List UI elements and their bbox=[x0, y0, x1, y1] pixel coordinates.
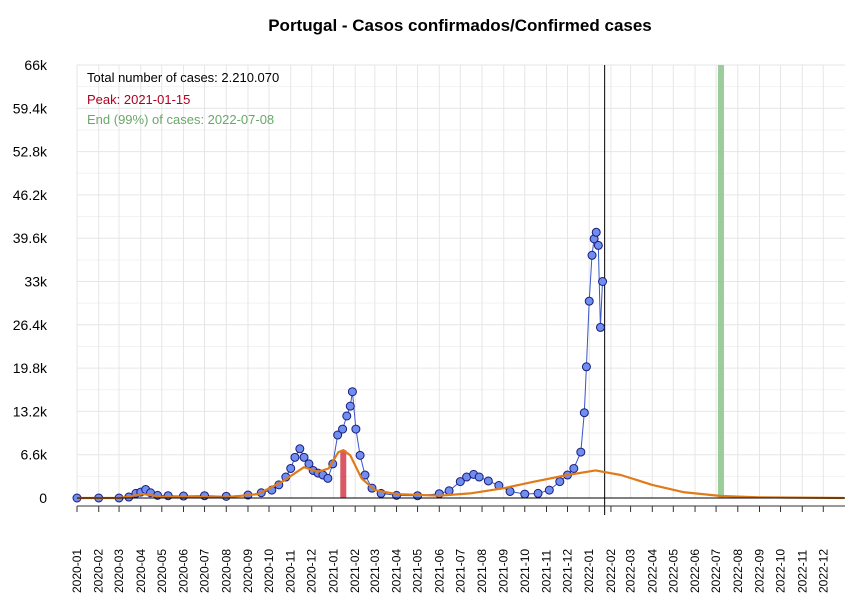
x-tick-label: 2022-10 bbox=[774, 549, 788, 593]
y-tick-label: 33k bbox=[24, 274, 48, 290]
end-marker bbox=[717, 65, 724, 498]
observed-point bbox=[555, 477, 565, 487]
observed-point bbox=[544, 485, 554, 495]
observed-point bbox=[333, 430, 343, 440]
x-tick-label: 2021-09 bbox=[497, 549, 511, 593]
observed-point bbox=[295, 444, 305, 454]
x-tick-label: 2020-12 bbox=[305, 549, 319, 593]
x-tick-label: 2022-03 bbox=[624, 549, 638, 593]
x-tick-label: 2022-11 bbox=[795, 550, 809, 593]
observed-point bbox=[200, 491, 210, 501]
observed-point bbox=[579, 408, 589, 418]
observed-point bbox=[576, 447, 586, 457]
observed-point bbox=[587, 250, 597, 260]
observed-point bbox=[345, 401, 355, 411]
x-tick-label: 2022-07 bbox=[709, 549, 723, 593]
y-tick-label: 39.6k bbox=[13, 230, 48, 246]
x-tick-label: 2022-05 bbox=[666, 549, 680, 593]
x-tick-label: 2021-10 bbox=[518, 549, 532, 593]
x-tick-label: 2020-11 bbox=[284, 550, 298, 593]
observed-point bbox=[598, 277, 608, 286]
x-tick-label: 2021-04 bbox=[390, 549, 404, 593]
series bbox=[72, 227, 845, 503]
fit-line bbox=[77, 449, 845, 500]
y-tick-label: 6.6k bbox=[21, 447, 48, 463]
observed-point bbox=[444, 486, 454, 496]
y-tick-label: 19.8k bbox=[13, 360, 48, 376]
x-tick-label: 2022-08 bbox=[731, 549, 745, 593]
x-tick-label: 2020-06 bbox=[177, 549, 191, 593]
x-tick-label: 2022-12 bbox=[816, 549, 830, 593]
y-tick-label: 46.2k bbox=[13, 187, 48, 203]
observed-point bbox=[351, 424, 361, 434]
x-tick-label: 2020-01 bbox=[70, 549, 84, 593]
observed-point bbox=[299, 452, 309, 462]
observed-point bbox=[323, 473, 333, 483]
observed-point bbox=[286, 463, 296, 473]
x-tick-label: 2021-05 bbox=[411, 549, 425, 593]
x-tick-label: 2022-01 bbox=[582, 549, 596, 593]
x-tick-label: 2020-05 bbox=[155, 549, 169, 593]
observed-point bbox=[455, 477, 465, 487]
annotation-end: End (99%) of cases: 2022-07-08 bbox=[87, 112, 274, 127]
markers bbox=[340, 65, 724, 515]
observed-point bbox=[338, 424, 348, 434]
y-tick-label: 66k bbox=[24, 57, 48, 73]
x-tick-label: 2020-03 bbox=[112, 549, 126, 593]
x-tick-label: 2020-07 bbox=[198, 549, 212, 593]
x-tick-label: 2021-06 bbox=[432, 549, 446, 593]
observed-point bbox=[342, 411, 352, 421]
x-tick-label: 2022-09 bbox=[753, 549, 767, 593]
chart-title: Portugal - Casos confirmados/Confirmed c… bbox=[268, 16, 652, 35]
x-tick-label: 2021-12 bbox=[561, 549, 575, 593]
observed-point bbox=[347, 387, 357, 397]
x-tick-label: 2021-01 bbox=[326, 549, 340, 593]
observed-point bbox=[355, 450, 365, 460]
x-tick-label: 2022-06 bbox=[688, 549, 702, 593]
x-tick-label: 2021-07 bbox=[453, 549, 467, 593]
y-tick-label: 59.4k bbox=[13, 100, 48, 116]
x-tick-label: 2021-03 bbox=[368, 549, 382, 593]
grid bbox=[76, 64, 845, 499]
x-tick-label: 2020-09 bbox=[241, 549, 255, 593]
observed-point bbox=[591, 227, 601, 237]
x-axis: 2020-01 2020-02 2020-03 2020-04 2020-05 2020-… bbox=[70, 497, 845, 593]
y-tick-label: 26.4k bbox=[13, 317, 48, 333]
y-tick-label: 0 bbox=[39, 490, 47, 506]
observed-point bbox=[584, 296, 594, 306]
observed-point bbox=[520, 489, 530, 499]
observed-point bbox=[505, 486, 515, 496]
x-tick-label: 2020-04 bbox=[134, 549, 148, 593]
observed-point bbox=[581, 362, 591, 372]
x-tick-label: 2020-08 bbox=[219, 549, 233, 593]
annotation-total: Total number of cases: 2.210.070 bbox=[87, 70, 279, 85]
x-tick-label: 2020-10 bbox=[262, 549, 276, 593]
x-tick-label: 2021-11 bbox=[539, 550, 553, 593]
observed-point bbox=[474, 472, 484, 482]
x-tick-label: 2022-04 bbox=[645, 549, 659, 593]
y-axis: 0 6.6k 13.2k 19.8k 26.4k 33k 39.6k 46.2k 52.8k 59… bbox=[13, 57, 48, 506]
peak-marker bbox=[340, 450, 347, 498]
x-tick-label: 2021-02 bbox=[348, 549, 362, 593]
y-tick-label: 52.8k bbox=[13, 144, 48, 160]
observed-point bbox=[595, 322, 605, 332]
x-tick-label: 2020-02 bbox=[92, 549, 106, 593]
y-tick-label: 13.2k bbox=[13, 403, 48, 419]
observed-point bbox=[290, 452, 300, 462]
observed-point bbox=[569, 463, 579, 473]
x-tick-label: 2021-08 bbox=[475, 549, 489, 593]
observed-point bbox=[593, 240, 603, 250]
observed-point bbox=[533, 488, 543, 498]
annotation-peak: Peak: 2021-01-15 bbox=[87, 92, 190, 107]
x-tick-label: 2022-02 bbox=[604, 549, 618, 593]
observed-point bbox=[483, 476, 493, 486]
